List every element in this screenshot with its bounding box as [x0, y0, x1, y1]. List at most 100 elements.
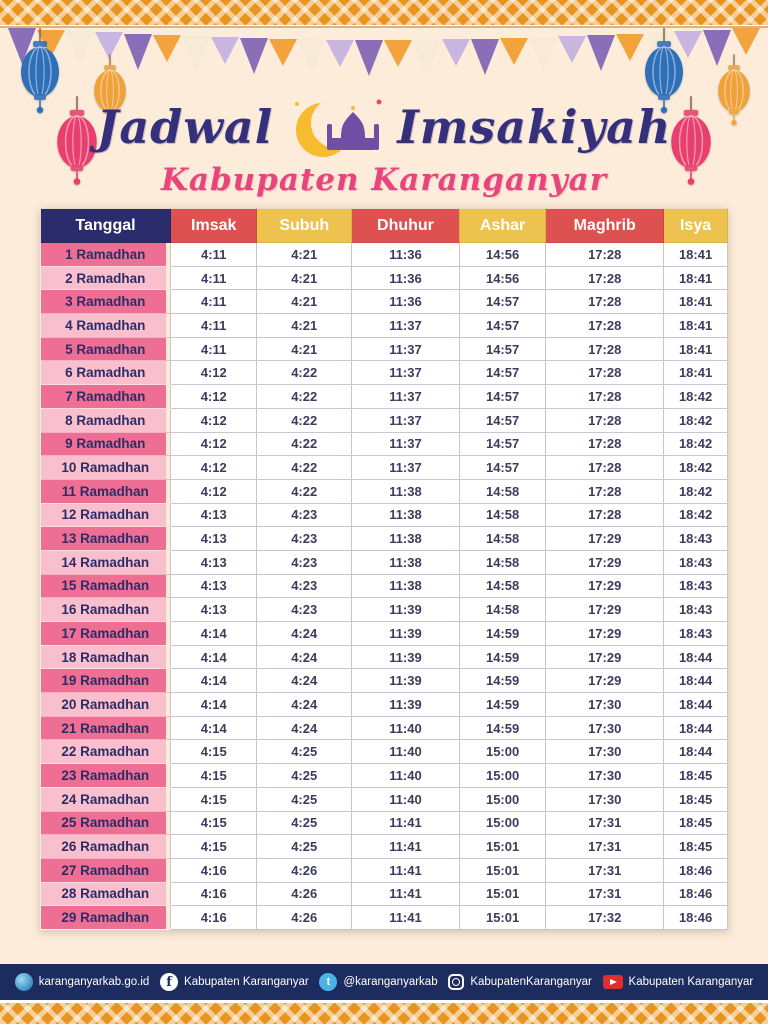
time-cell: 4:21 [256, 289, 353, 315]
footer-item-instagram[interactable]: KabupatenKaranganyar [448, 974, 592, 990]
time-cell: 11:39 [351, 621, 460, 646]
pennant-flag [326, 40, 355, 67]
date-cell: 26 Ramadhan [40, 834, 171, 859]
date-cell: 27 Ramadhan [40, 858, 171, 883]
pennant-flag [702, 30, 731, 66]
time-cell: 14:59 [458, 715, 547, 741]
time-cell: 14:57 [458, 289, 547, 315]
time-cell: 11:41 [351, 881, 460, 907]
time-cell: 18:41 [663, 360, 728, 386]
time-cell: 17:30 [545, 763, 665, 788]
time-cell: 4:12 [169, 455, 258, 480]
time-cell: 17:30 [545, 692, 665, 717]
time-cell: 4:21 [256, 336, 353, 362]
time-cell: 4:25 [256, 763, 353, 788]
time-cell: 17:29 [545, 573, 665, 599]
table-header-row: Tanggal Imsak Subuh Dhuhur Ashar Maghrib Isya [40, 208, 728, 243]
table-row: 7 Ramadhan 4:12 4:22 11:37 14:57 17:28 18:42 [40, 384, 728, 409]
date-cell: 4 Ramadhan [40, 313, 171, 338]
time-cell: 14:56 [458, 242, 547, 267]
facebook-icon [160, 973, 179, 991]
time-cell: 18:43 [663, 597, 728, 622]
time-cell: 11:37 [351, 431, 460, 457]
page-title-left: Jadwal [96, 100, 274, 154]
time-cell: 18:43 [663, 573, 728, 599]
table-row: 9 Ramadhan 4:12 4:22 11:37 14:57 17:28 18:42 [40, 431, 728, 457]
pennant-flag [355, 40, 384, 76]
time-cell: 4:22 [256, 384, 353, 409]
time-cell: 17:31 [545, 834, 665, 859]
time-cell: 4:22 [256, 478, 353, 504]
table-row: 2 Ramadhan 4:11 4:21 11:36 14:56 17:28 18:41 [40, 265, 728, 291]
pennant-flag [471, 39, 500, 75]
time-cell: 17:32 [545, 905, 665, 930]
date-cell: 11 Ramadhan [40, 479, 171, 504]
table-row: 14 Ramadhan 4:13 4:23 11:38 14:58 17:29 18:43 [40, 549, 728, 575]
time-cell: 17:31 [545, 881, 665, 907]
time-cell: 14:56 [458, 265, 547, 291]
time-cell: 4:24 [256, 715, 353, 741]
column-header-imsak: Imsak [169, 208, 258, 243]
time-cell: 18:42 [663, 431, 728, 457]
time-cell: 14:59 [458, 644, 547, 670]
time-cell: 11:37 [351, 407, 460, 433]
time-cell: 18:46 [663, 905, 728, 930]
time-cell: 18:43 [663, 526, 728, 551]
time-cell: 4:22 [256, 360, 353, 386]
time-cell: 18:45 [663, 786, 728, 812]
time-cell: 4:24 [256, 692, 353, 717]
pennant-flag [616, 34, 645, 61]
table-row: 28 Ramadhan 4:16 4:26 11:41 15:01 17:31 18:46 [40, 881, 728, 907]
table-body: 1 Ramadhan 4:11 4:21 11:36 14:56 17:28 18:41 2 … [40, 242, 728, 930]
time-cell: 11:38 [351, 502, 460, 528]
time-cell: 18:44 [663, 715, 728, 741]
time-cell: 11:41 [351, 810, 460, 836]
twitter-icon [319, 973, 338, 991]
footer-item-youtube[interactable]: Kabupaten Karanganyar [602, 975, 754, 989]
time-cell: 15:00 [458, 739, 547, 765]
time-cell: 11:40 [351, 786, 460, 812]
date-cell: 18 Ramadhan [40, 645, 171, 670]
time-cell: 11:40 [351, 763, 460, 788]
time-cell: 17:28 [545, 478, 665, 504]
column-header-dhuhur: Dhuhur [351, 208, 460, 243]
time-cell: 4:12 [169, 478, 258, 504]
time-cell: 17:29 [545, 526, 665, 551]
date-cell: 6 Ramadhan [40, 360, 171, 386]
time-cell: 11:40 [351, 739, 460, 765]
date-cell: 28 Ramadhan [40, 882, 171, 907]
time-cell: 15:00 [458, 810, 547, 836]
pennant-flag [297, 39, 326, 75]
time-cell: 18:42 [663, 502, 728, 528]
time-cell: 11:39 [351, 597, 460, 622]
time-cell: 15:01 [458, 857, 547, 883]
footer-item-facebook[interactable]: Kabupaten Karanganyar [160, 973, 309, 991]
time-cell: 4:12 [169, 407, 258, 433]
pennant-flag [558, 36, 587, 63]
date-cell: 21 Ramadhan [40, 716, 171, 741]
footer-item-twitter[interactable]: @karanganyarkab [319, 973, 438, 991]
table-row: 4 Ramadhan 4:11 4:21 11:37 14:57 17:28 18:41 [40, 313, 728, 338]
column-header-isya: Isya [663, 208, 728, 243]
time-cell: 14:59 [458, 692, 547, 717]
time-cell: 14:59 [458, 668, 547, 694]
time-cell: 17:30 [545, 739, 665, 765]
column-header-tanggal: Tanggal [40, 208, 171, 243]
time-cell: 14:58 [458, 526, 547, 551]
time-cell: 15:00 [458, 786, 547, 812]
time-cell: 15:00 [458, 763, 547, 788]
time-cell: 18:44 [663, 692, 728, 717]
time-cell: 4:21 [256, 265, 353, 291]
time-cell: 4:23 [256, 573, 353, 599]
time-cell: 11:38 [351, 549, 460, 575]
footer-item-globe-logo[interactable]: karanganyarkab.go.id [14, 973, 149, 991]
footer-bar: karanganyarkab.go.id Kabupaten Karanganya… [0, 964, 768, 1000]
time-cell: 14:57 [458, 431, 547, 457]
footer-label: Kabupaten Karanganyar [628, 976, 754, 988]
time-cell: 4:24 [256, 668, 353, 694]
date-cell: 15 Ramadhan [40, 574, 171, 599]
time-cell: 11:37 [351, 455, 460, 480]
time-cell: 4:25 [256, 834, 353, 859]
time-cell: 14:57 [458, 455, 547, 480]
time-cell: 4:15 [169, 810, 258, 836]
